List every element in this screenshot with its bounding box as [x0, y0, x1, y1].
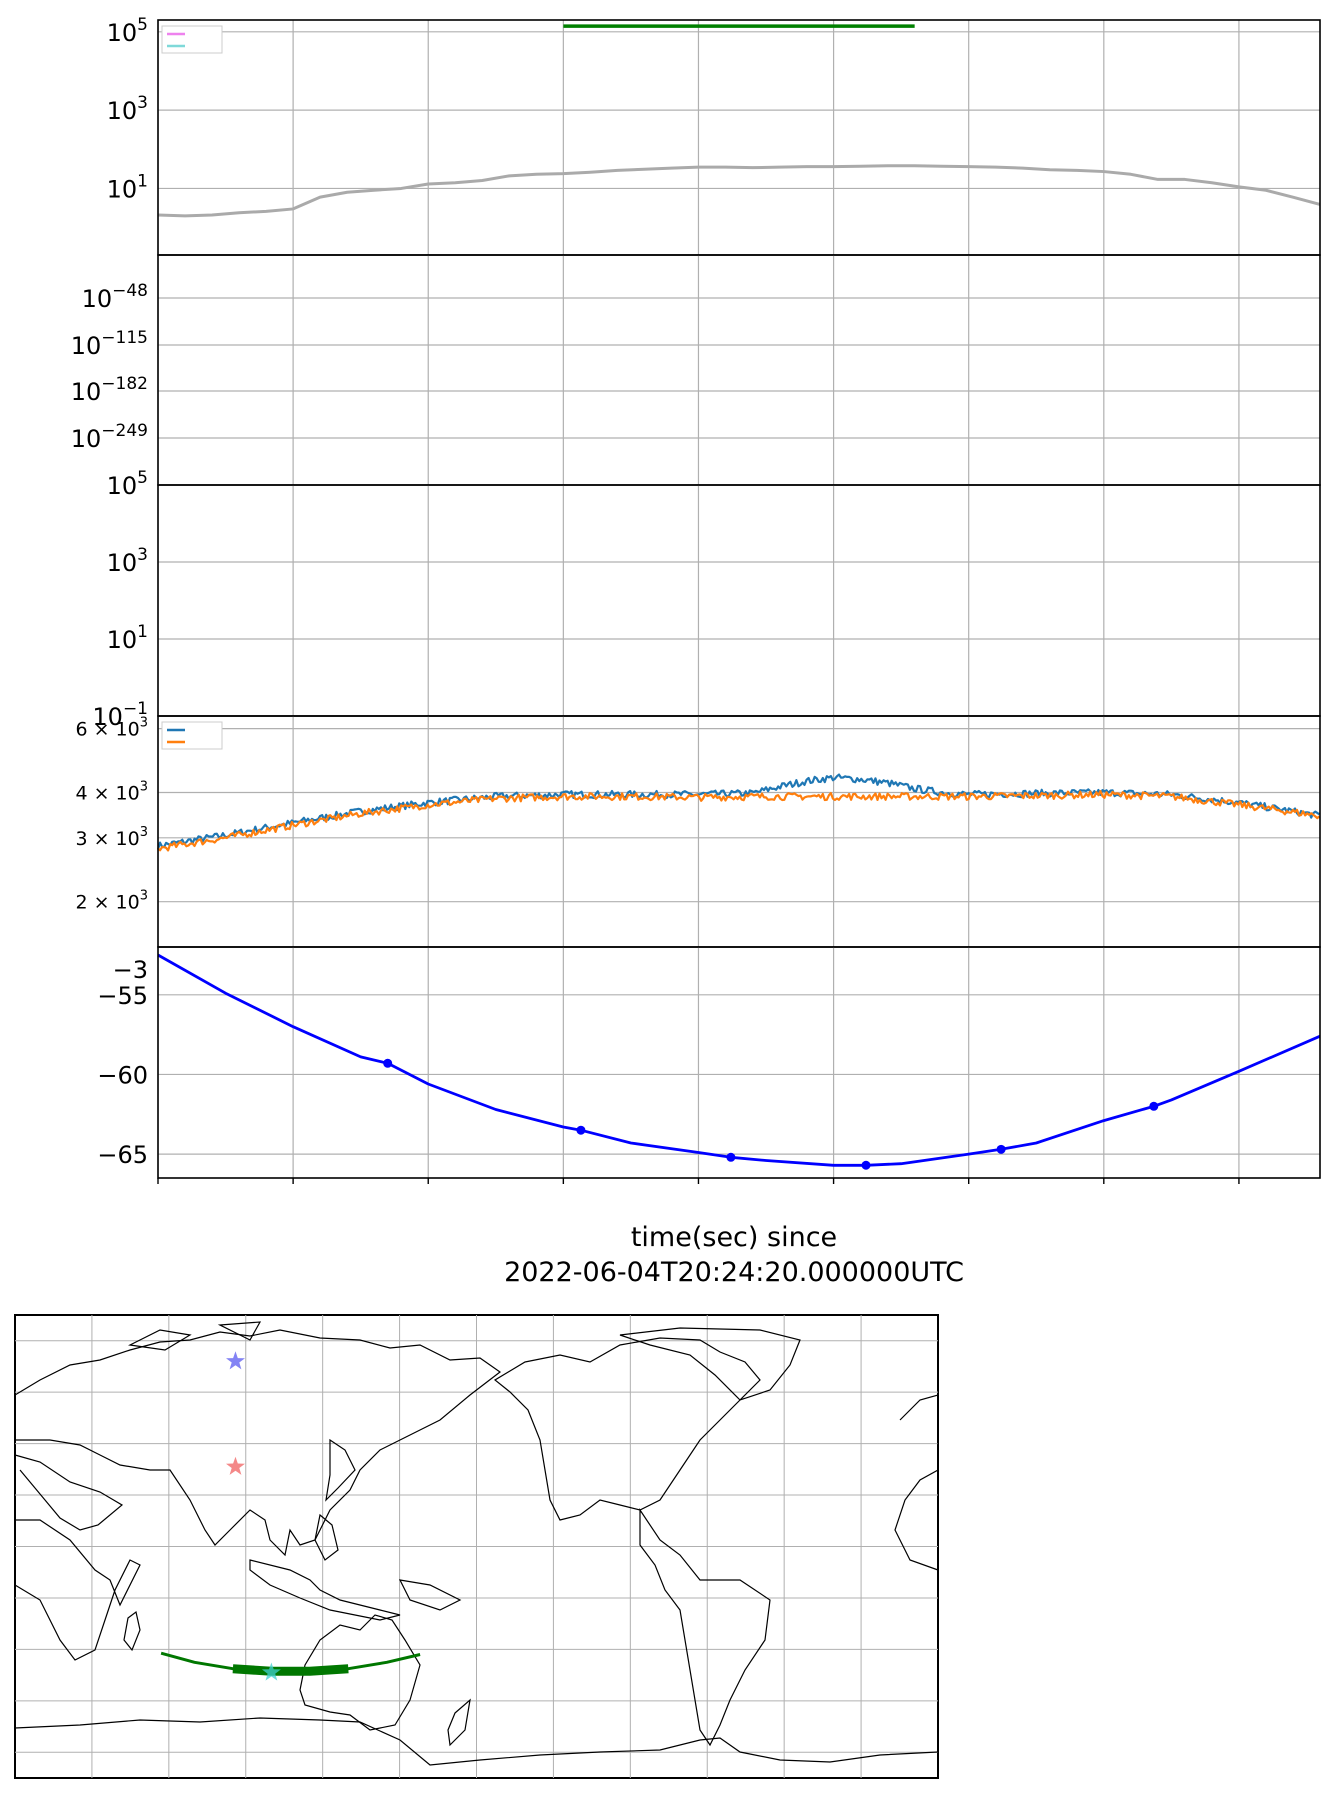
coast-indonesia [249, 1559, 401, 1621]
x-axis-label-epoch: 2022-06-04T20:24:20.000000UTC [504, 1257, 964, 1288]
y-tick-label: −65 [97, 1141, 148, 1169]
coast-south-america [639, 1508, 771, 1747]
coast-philippines [314, 1513, 339, 1561]
map-markers [226, 1351, 281, 1681]
y-tick-label: 10−115 [71, 328, 148, 360]
y-tick-label: 101 [107, 171, 148, 203]
panel-chd-rate: 6 × 103 4 × 103 3 × 103 2 × 103 [75, 715, 1321, 948]
coast-japan [325, 1438, 356, 1502]
axes-frame [157, 19, 1321, 256]
axes-frame [157, 715, 1321, 948]
coast-new-guinea [398, 1579, 462, 1611]
coast-europe-west [894, 1394, 939, 1571]
x-axis-label: time(sec) since [631, 1222, 837, 1253]
coastlines [14, 1321, 939, 1766]
y-tick-label: 10−182 [71, 374, 148, 406]
coast-madagascar [123, 1610, 141, 1652]
y-tick-label: 10−48 [82, 281, 148, 313]
world-map [14, 1314, 939, 1779]
y-tick-label: 10−1 [92, 699, 148, 731]
star-blue-icon [226, 1351, 245, 1370]
mlt-marker [726, 1152, 736, 1162]
mlt-marker [861, 1160, 871, 1170]
y-tick-label: 6 × 103 [75, 716, 148, 741]
mlt-marker [1149, 1101, 1159, 1111]
y-tick-label: 103 [107, 93, 148, 125]
y-tick-label: 4 × 103 [75, 779, 148, 804]
legend-box [161, 721, 223, 750]
coast-greenland [619, 1327, 801, 1401]
y-tick-label: −55 [97, 982, 148, 1010]
map-gridlines [15, 1315, 938, 1778]
y-tick-label: −60 [97, 1061, 148, 1089]
coast-africa [14, 1519, 141, 1661]
y-tick-label: 3 × 103 [75, 825, 148, 850]
mlt-marker [383, 1058, 393, 1068]
coast-arctic-islands [128, 1321, 262, 1351]
mlt-marker [996, 1144, 1006, 1154]
legend-box [161, 25, 223, 54]
axes-frame [157, 254, 1321, 486]
chdx-line [156, 773, 1320, 850]
panel-sdom-electron: 10−48 10−115 10−182 10−249 [71, 254, 1321, 486]
panel-maxi-rbm: 105 103 101 [107, 15, 1321, 256]
star-red-icon [226, 1456, 245, 1475]
coast-arabia [14, 1454, 124, 1531]
y-tick-label-partial: −3 [113, 956, 148, 984]
panel-magnetic-latitude: −55 −60 −65 −3 [97, 946, 1321, 1184]
axes-frame [157, 484, 1321, 717]
y-tick-label: 101 [107, 622, 148, 654]
coast-north-america [493, 1337, 761, 1521]
axes-frame [157, 946, 1321, 1179]
y-tick-label: 105 [107, 15, 148, 47]
y-tick-label: 105 [107, 468, 148, 500]
panel-sdom-proton: 105 103 101 10−1 [92, 468, 1321, 731]
y-tick-label: 2 × 103 [75, 889, 148, 914]
chdy-line [157, 789, 1321, 852]
rbm-rate-line [157, 164, 1321, 218]
coast-eurasia [14, 1329, 502, 1557]
coast-new-zealand [447, 1698, 471, 1747]
track-highlight [232, 1664, 349, 1676]
satellite-track [160, 1651, 421, 1676]
y-tick-label: 103 [107, 545, 148, 577]
magnetic-latitude-line [157, 953, 1321, 1167]
star-cyan-icon [261, 1662, 281, 1681]
y-tick-label: 10−249 [71, 421, 148, 453]
coast-antarctica [14, 1717, 939, 1766]
coast-australia [299, 1614, 421, 1731]
mlt-marker [576, 1125, 586, 1135]
